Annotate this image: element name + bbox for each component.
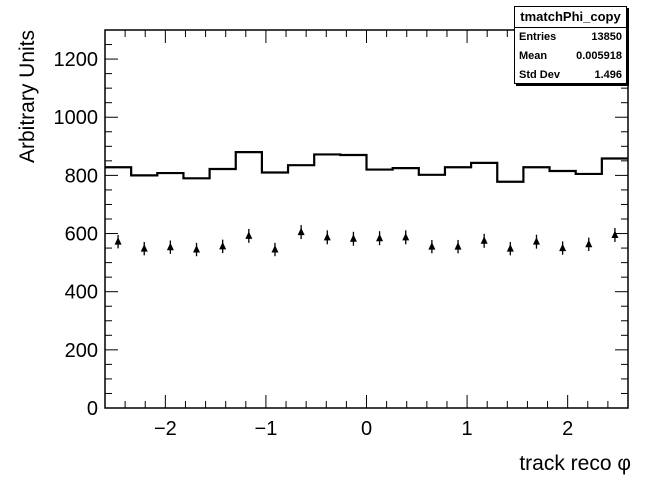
point-marker bbox=[297, 227, 305, 236]
data-point bbox=[271, 242, 279, 257]
x-tick-label: 2 bbox=[562, 418, 573, 440]
data-point bbox=[219, 239, 227, 254]
stats-value: 0.005918 bbox=[576, 50, 622, 62]
data-point bbox=[585, 237, 593, 251]
tick-marks bbox=[104, 29, 629, 409]
point-marker bbox=[428, 242, 436, 250]
points-series bbox=[114, 225, 619, 257]
point-marker bbox=[245, 231, 253, 239]
data-point bbox=[611, 228, 619, 242]
point-marker bbox=[323, 232, 331, 241]
data-point bbox=[506, 241, 514, 256]
data-point bbox=[297, 225, 305, 240]
point-marker bbox=[114, 237, 122, 245]
point-marker bbox=[376, 233, 384, 242]
stats-row-mean: Mean 0.005918 bbox=[515, 47, 626, 66]
y-tick-label: 400 bbox=[65, 282, 98, 304]
plot-frame bbox=[104, 29, 629, 409]
point-marker bbox=[166, 242, 174, 251]
data-point bbox=[376, 231, 384, 246]
y-tick-label: 1200 bbox=[54, 49, 99, 71]
point-marker bbox=[271, 245, 279, 253]
data-point bbox=[245, 228, 253, 243]
x-tick-label: 1 bbox=[462, 418, 473, 440]
x-tick-label: 0 bbox=[361, 418, 372, 440]
stats-label: Mean bbox=[519, 50, 548, 62]
stats-box: tmatchPhi_copy Entries 13850 Mean 0.0059… bbox=[514, 6, 627, 84]
data-point bbox=[193, 242, 201, 257]
x-tick-label: −1 bbox=[255, 418, 278, 440]
histogram-series bbox=[105, 151, 628, 183]
stats-label: Entries bbox=[519, 31, 557, 43]
stats-value: 1.496 bbox=[594, 69, 622, 81]
point-marker bbox=[140, 244, 148, 252]
data-point bbox=[140, 241, 148, 256]
data-point bbox=[559, 241, 567, 255]
point-marker bbox=[219, 241, 227, 250]
data-point bbox=[349, 231, 357, 246]
stats-value: 13850 bbox=[591, 31, 622, 43]
histogram-step-line bbox=[105, 151, 628, 183]
data-point bbox=[166, 240, 174, 254]
x-tick-label: −2 bbox=[154, 418, 177, 440]
data-point bbox=[454, 239, 462, 254]
point-marker bbox=[532, 237, 540, 245]
data-point bbox=[114, 234, 122, 249]
data-point bbox=[480, 233, 488, 248]
stats-row-entries: Entries 13850 bbox=[515, 28, 626, 47]
x-axis-title: track reco φ bbox=[519, 452, 631, 475]
y-tick-label: 200 bbox=[65, 340, 98, 362]
point-marker bbox=[454, 242, 462, 250]
data-point bbox=[402, 230, 410, 245]
data-point bbox=[532, 234, 540, 249]
point-marker bbox=[506, 244, 514, 252]
stats-row-stddev: Std Dev 1.496 bbox=[515, 66, 626, 85]
stats-label: Std Dev bbox=[519, 69, 560, 81]
point-marker bbox=[585, 239, 593, 248]
y-tick-label: 1000 bbox=[54, 107, 99, 129]
data-point bbox=[428, 239, 436, 254]
point-marker bbox=[402, 232, 410, 241]
y-tick-label: 600 bbox=[65, 224, 98, 246]
tick-labels: 0 200 400 600 800 1000 1200 −2 −1 0 1 2 bbox=[54, 49, 574, 440]
y-tick-label: 0 bbox=[87, 398, 98, 420]
point-marker bbox=[193, 245, 201, 253]
point-marker bbox=[349, 234, 357, 242]
y-axis-title: Arbitrary Units bbox=[16, 30, 39, 163]
point-marker bbox=[559, 243, 567, 252]
y-tick-label: 800 bbox=[65, 165, 98, 187]
point-marker bbox=[611, 230, 619, 238]
point-marker bbox=[480, 236, 488, 244]
data-point bbox=[323, 230, 331, 245]
stats-title: tmatchPhi_copy bbox=[515, 7, 626, 28]
